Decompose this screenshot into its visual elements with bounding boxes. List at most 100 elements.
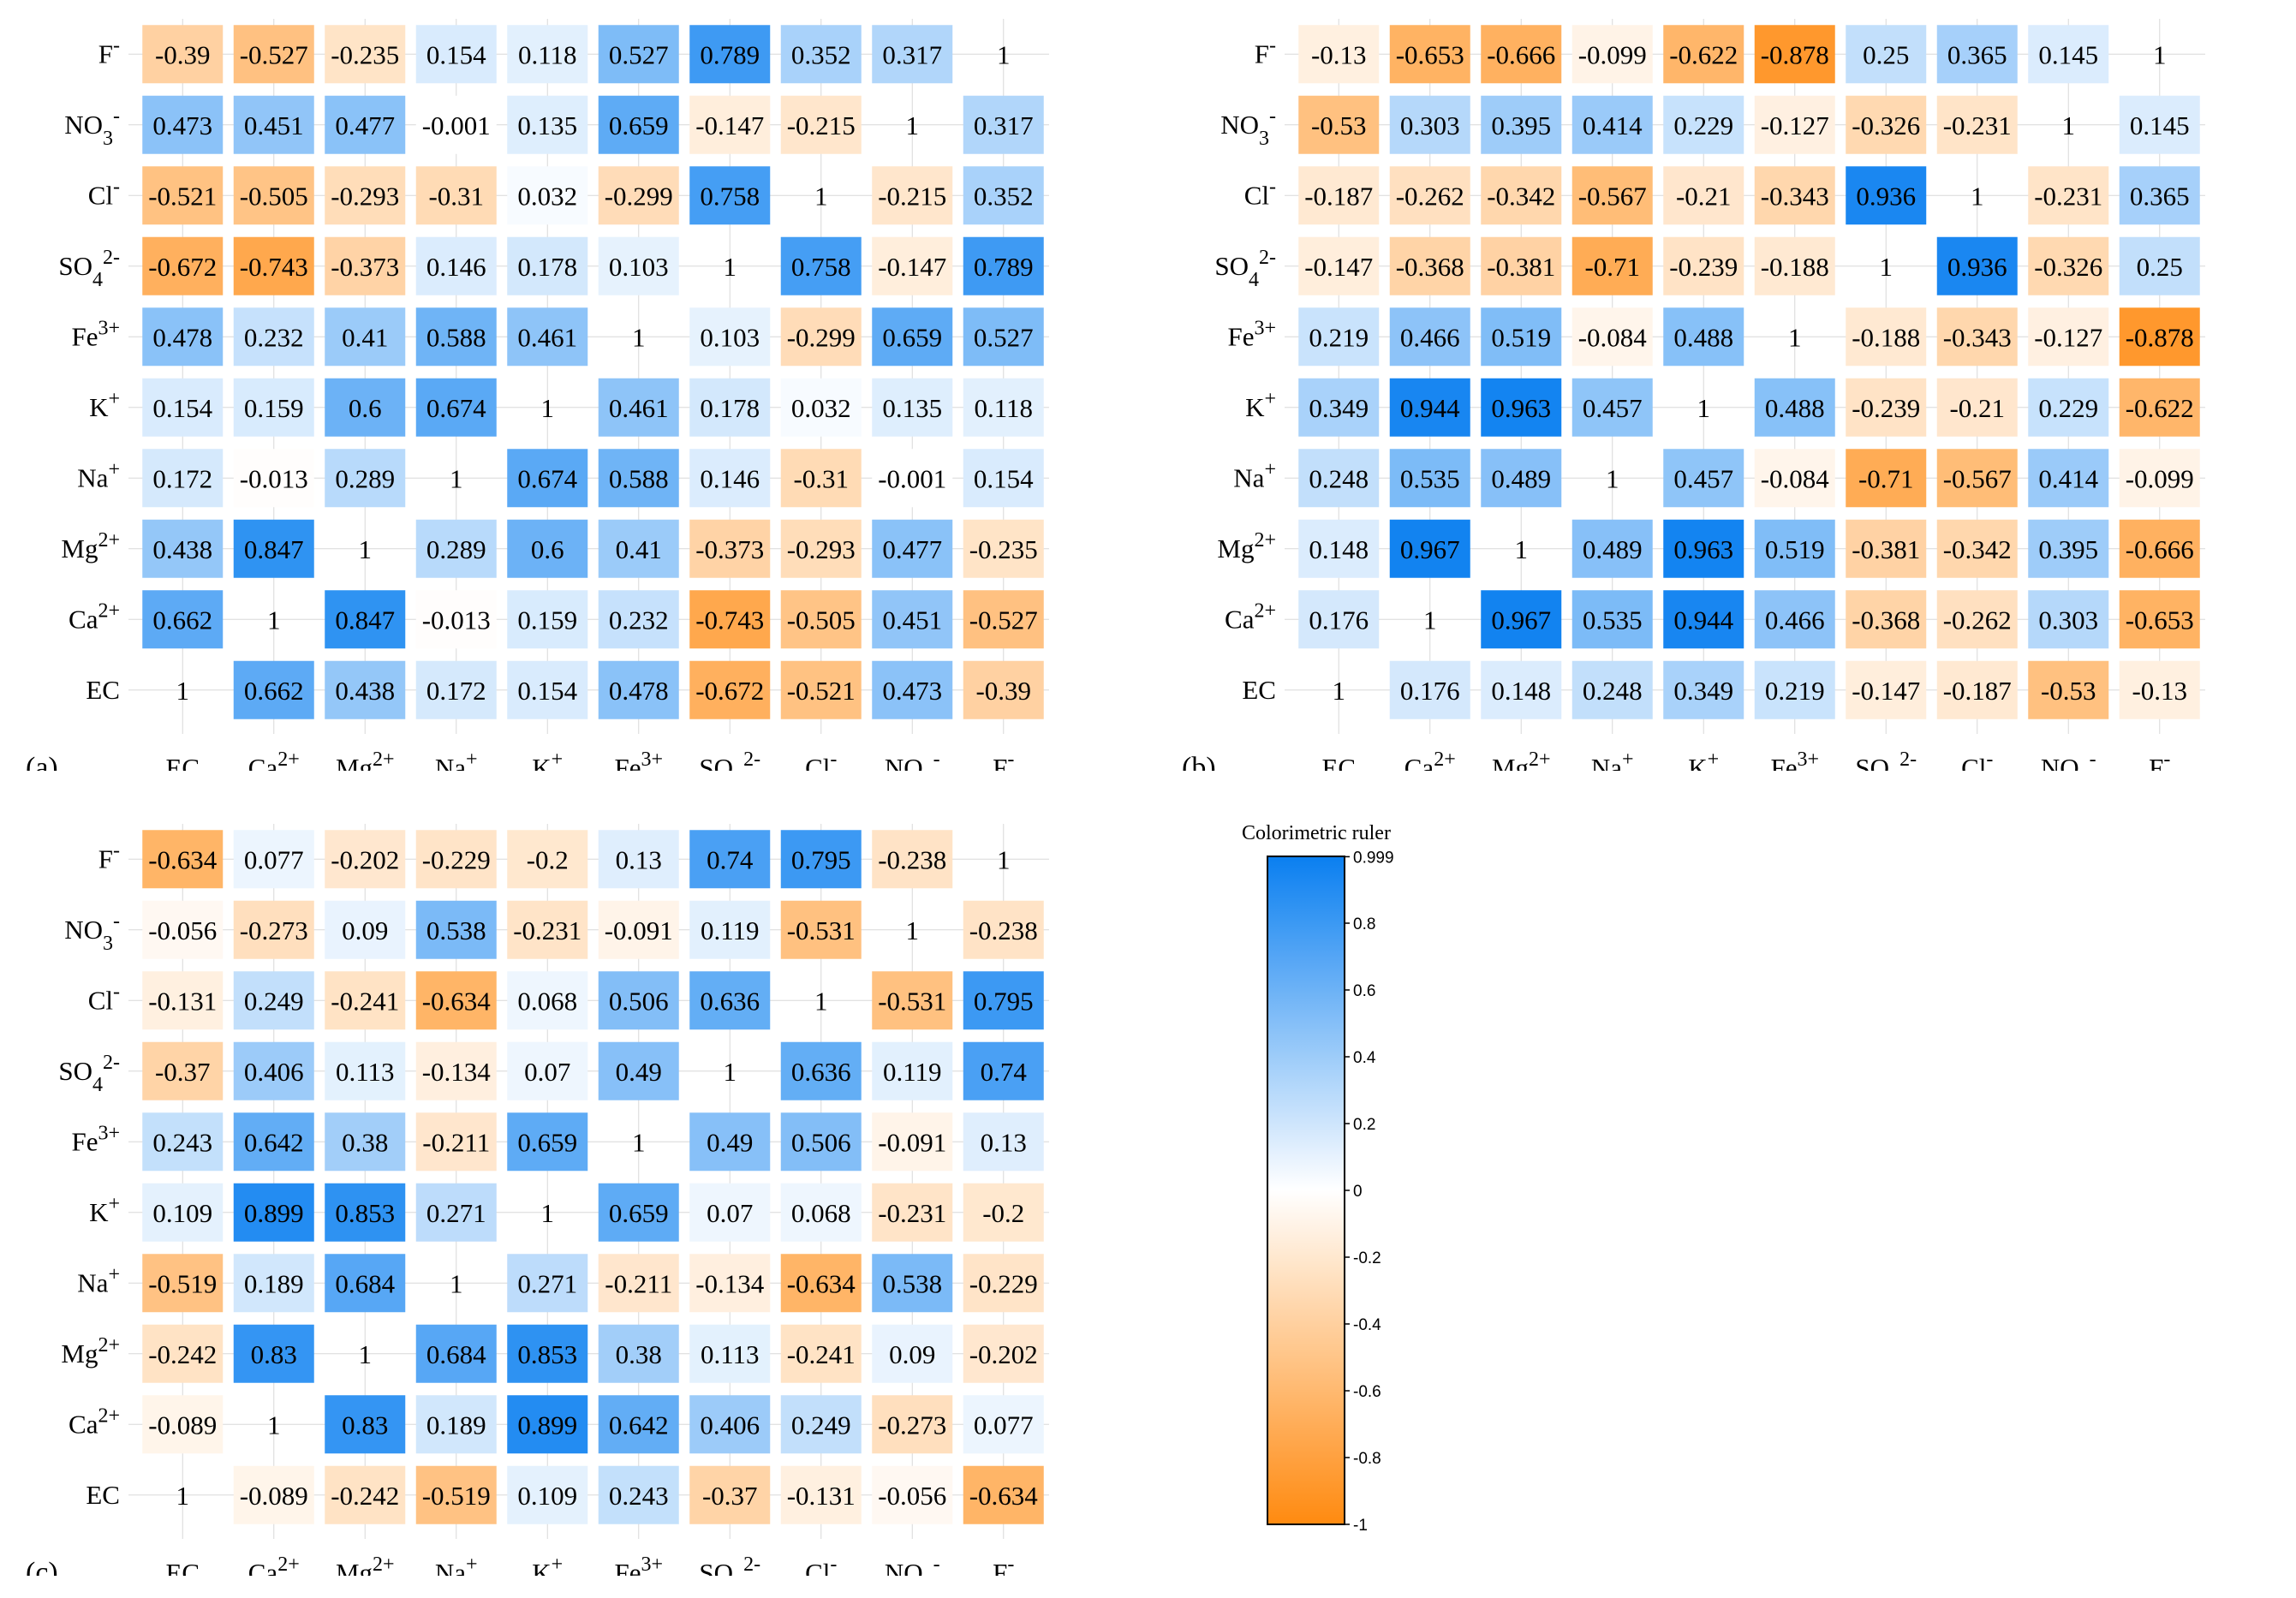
cell-mg2-cl-box [780, 1324, 862, 1383]
cell-ec-ec-value: 1 [176, 676, 190, 706]
cell-f-no3-value: 0.317 [882, 39, 942, 69]
cell-ca2-na-box [415, 1395, 497, 1454]
col-label-fe3-base: Fe [614, 1558, 641, 1576]
cell-na-fe3-box [598, 1254, 679, 1313]
col-label-so42-base: SO [1855, 753, 1889, 771]
row-label-fe3-sup: 3+ [1254, 317, 1276, 339]
cell-no3-k-box [1663, 95, 1744, 154]
row-label-no3-sup: - [113, 105, 120, 128]
col-label-k-base: K [1688, 753, 1708, 771]
cell-fe3-mg2-value: 0.41 [342, 322, 388, 352]
cell-cl-k-value: -0.21 [1676, 181, 1732, 211]
cell-fe3-ec-value: 0.478 [152, 322, 212, 352]
cell-f-na-box [415, 25, 497, 84]
row-label-na: Na+ [77, 1263, 120, 1297]
cell-no3-ca2-box [233, 95, 314, 154]
col-label-cl: Cl- [805, 748, 837, 771]
cell-ca2-fe3-box [598, 590, 679, 649]
col-label-mg2-sup: 2+ [373, 1553, 395, 1576]
col-label-f: F- [993, 1553, 1014, 1576]
cell-fe3-ec-box [1298, 307, 1380, 367]
cell-no3-f-box [963, 95, 1044, 154]
col-label-k: K+ [1688, 748, 1719, 771]
cell-mg2-fe3-value: 0.519 [1765, 534, 1825, 564]
cell-fe3-mg2-box [325, 1112, 406, 1172]
cell-so42-mg2-value: -0.381 [1487, 252, 1555, 282]
cell-ec-ca2-box [233, 1465, 314, 1524]
row-label-k-sup: + [108, 388, 120, 410]
cell-mg2-fe3-box [598, 1324, 679, 1383]
cell-ca2-ec-box [142, 1395, 224, 1454]
cell-mg2-no3-box [872, 1324, 953, 1383]
cell-fe3-f-value: 0.13 [981, 1127, 1027, 1157]
cell-ca2-cl-box [780, 590, 862, 649]
col-label-na-sup: + [466, 748, 478, 771]
cell-ec-ec-value: 1 [1333, 676, 1346, 706]
col-label-so42-base: SO [699, 1558, 733, 1576]
col-label-cl-sup: - [830, 748, 837, 771]
col-label-fe3: Fe3+ [614, 748, 663, 771]
cell-ca2-no3-value: -0.273 [878, 1410, 946, 1440]
row-label-fe3: Fe3+ [1227, 317, 1276, 351]
cell-k-cl-box [780, 378, 862, 437]
row-label-ca2-base: Ca [69, 1409, 98, 1439]
cell-fe3-so42-box [689, 307, 771, 367]
cell-no3-mg2-box [1481, 95, 1562, 154]
cell-ec-ca2-value: 0.662 [244, 676, 304, 706]
cell-na-cl-value: -0.31 [793, 463, 849, 493]
cell-ca2-mg2-box [325, 590, 406, 649]
cell-cl-so42-value: 0.758 [700, 181, 760, 211]
col-label-ec: EC [165, 753, 200, 771]
col-label-mg2-base: Mg [336, 1558, 373, 1576]
row-label-so42-sup: 2- [103, 247, 120, 269]
cell-cl-ec-box [1298, 166, 1380, 225]
col-label-so42: SO42- [699, 748, 760, 771]
col-label-ec-base: EC [165, 753, 200, 771]
col-label-k-base: K [532, 1558, 552, 1576]
cell-cl-no3-box [2028, 166, 2109, 225]
cell-ca2-na-box [415, 590, 497, 649]
cell-fe3-cl-value: -0.343 [1943, 322, 2012, 352]
cell-k-ec-value: 0.154 [152, 393, 212, 423]
cell-mg2-cl-value: -0.293 [787, 534, 856, 564]
row-label-mg2: Mg2+ [61, 1334, 120, 1368]
cell-f-fe3-value: 0.527 [609, 39, 669, 69]
cell-mg2-ca2-value: 0.847 [244, 534, 304, 564]
cell-na-k-box [507, 1254, 588, 1313]
cell-ec-no3-value: -0.056 [878, 1481, 946, 1511]
cell-ec-so42-value: -0.147 [1852, 676, 1920, 706]
cell-k-ca2-box [1389, 378, 1470, 437]
cell-cl-k-box [1663, 166, 1744, 225]
cell-na-na-value: 1 [1606, 463, 1619, 493]
cell-fe3-k-box [1663, 307, 1744, 367]
cell-cl-f-value: 0.352 [974, 181, 1034, 211]
cell-ca2-mg2-value: 0.847 [335, 605, 395, 635]
cell-f-mg2-box [325, 830, 406, 889]
cell-so42-ec-value: -0.672 [148, 252, 217, 282]
col-label-k-sup: + [552, 748, 564, 771]
cell-ec-so42-value: -0.37 [702, 1481, 758, 1511]
cell-na-mg2-value: 0.489 [1491, 463, 1551, 493]
cell-cl-k-box [507, 971, 588, 1030]
cell-cl-no3-value: -0.531 [878, 986, 946, 1016]
cell-cl-cl-value: 1 [814, 181, 828, 211]
row-label-cl: Cl- [88, 981, 120, 1015]
cell-fe3-no3-value: 0.659 [882, 322, 942, 352]
cell-ec-na-box [415, 1465, 497, 1524]
cell-cl-ca2-box [233, 971, 314, 1030]
row-label-mg2-sup: 2+ [98, 529, 120, 552]
cell-k-fe3-box [1754, 378, 1835, 437]
cell-ec-no3-box [2028, 660, 2109, 719]
col-label-ca2: Ca2+ [248, 748, 300, 771]
cell-f-f-value: 1 [2153, 39, 2167, 69]
cell-f-ec-box [142, 25, 224, 84]
cell-so42-no3-box [872, 236, 953, 295]
cell-ec-so42-box [689, 1465, 771, 1524]
cell-mg2-na-box [415, 1324, 497, 1383]
cell-no3-no3-value: 1 [2062, 110, 2076, 140]
legend-tick-label: -0.8 [1353, 1450, 1381, 1468]
cell-f-ec-box [142, 830, 224, 889]
row-label-cl-base: Cl [88, 985, 113, 1015]
cell-no3-fe3-value: -0.091 [605, 915, 673, 945]
heatmap-svg: 1 0.176 0.148 0.248 0.349 0.219 -0.147 -0.187 -0… [1182, 19, 2205, 771]
